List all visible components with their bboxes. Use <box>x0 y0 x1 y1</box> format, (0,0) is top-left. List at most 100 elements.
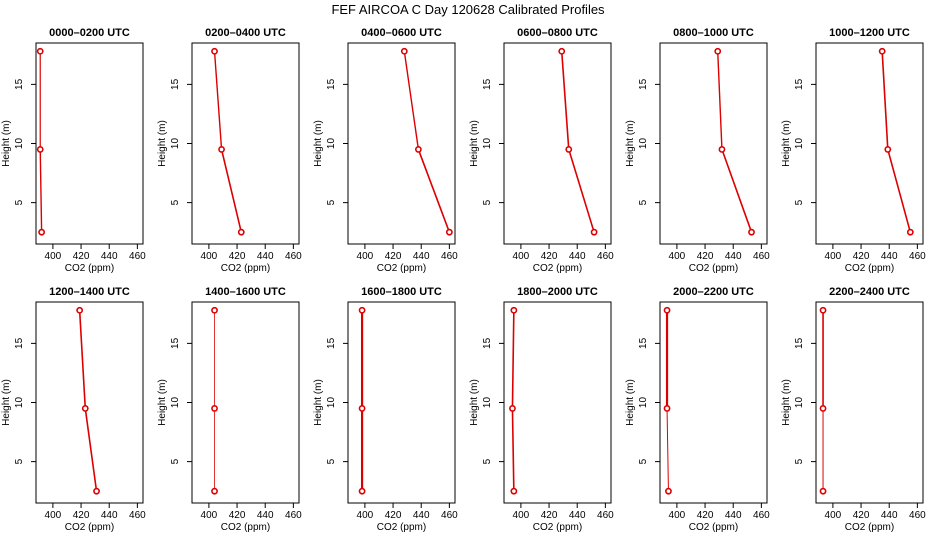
profile-panel: 1600–1800 UTC 400 420 440 460 CO2 (ppm) 5 10 15 H… <box>313 286 458 533</box>
y-tick-label: 5 <box>482 458 493 464</box>
profile-segment <box>511 408 515 492</box>
profile-segment <box>39 149 43 233</box>
x-axis-label: CO2 (ppm) <box>221 522 270 533</box>
profile-panel: 0200–0400 UTC 400 420 440 460 CO2 (ppm) 5 10 15 H… <box>157 27 302 274</box>
y-tick-label: 15 <box>14 337 25 349</box>
x-tick-label: 420 <box>73 510 90 521</box>
x-tick-label: 460 <box>285 251 302 262</box>
x-axis-label: CO2 (ppm) <box>689 263 738 274</box>
x-tick-label: 420 <box>697 251 714 262</box>
data-point <box>218 146 225 153</box>
x-tick-label: 420 <box>853 251 870 262</box>
x-axis-label: CO2 (ppm) <box>221 263 270 274</box>
y-tick-label: 15 <box>638 337 649 349</box>
data-point <box>237 228 245 236</box>
profile-panel: 0600–0800 UTC 400 420 440 460 CO2 (ppm) 5 10 15 H… <box>469 27 614 274</box>
x-tick-label: 440 <box>101 251 118 262</box>
data-point <box>414 146 422 153</box>
x-axis-label: CO2 (ppm) <box>533 522 582 533</box>
x-tick-label: 400 <box>513 251 530 262</box>
x-tick-label: 420 <box>229 510 246 521</box>
profile-segment <box>567 149 595 233</box>
panel-title: 1000–1200 UTC <box>829 27 910 39</box>
data-point <box>819 487 827 495</box>
data-point <box>76 306 84 314</box>
data-point <box>510 487 518 495</box>
y-tick-label: 5 <box>170 458 181 464</box>
profile-segment <box>417 149 451 233</box>
profile-segment <box>78 310 87 409</box>
y-tick-label: 5 <box>482 199 493 205</box>
x-tick-label: 420 <box>697 510 714 521</box>
plot-frame <box>35 42 144 245</box>
data-point <box>884 146 892 153</box>
x-tick-label: 420 <box>385 251 402 262</box>
profile-segment <box>403 51 420 150</box>
y-axis-label: Height (m) <box>469 120 480 167</box>
data-point <box>509 405 516 412</box>
data-point <box>211 306 218 314</box>
y-tick-label: 5 <box>14 458 25 464</box>
data-point <box>400 47 408 55</box>
y-tick-label: 10 <box>638 138 649 150</box>
x-axis-label: CO2 (ppm) <box>377 522 426 533</box>
plot-frame <box>191 42 300 245</box>
plot-frame <box>659 301 768 504</box>
panel-title: 1400–1600 UTC <box>205 286 286 298</box>
x-tick-label: 460 <box>753 251 770 262</box>
data-point <box>714 47 722 55</box>
x-tick-label: 440 <box>881 251 898 262</box>
profile-segment <box>560 51 570 150</box>
x-tick-label: 420 <box>229 251 246 262</box>
x-tick-label: 420 <box>73 251 90 262</box>
data-point <box>211 487 218 495</box>
data-point <box>358 487 366 495</box>
data-point <box>663 306 671 314</box>
figure-title: FEF AIRCOA C Day 120628 Calibrated Profi… <box>331 2 605 17</box>
x-tick-label: 460 <box>597 510 614 521</box>
data-point <box>211 405 218 412</box>
profile-panel: 0000–0200 UTC 400 420 440 460 CO2 (ppm) 5 10 15 H… <box>1 27 146 274</box>
y-axis-label: Height (m) <box>625 120 636 167</box>
y-tick-label: 15 <box>170 78 181 90</box>
y-tick-label: 15 <box>326 337 337 349</box>
profile-segment <box>887 149 912 233</box>
y-axis-label: Height (m) <box>157 120 168 167</box>
y-tick-label: 5 <box>794 199 805 205</box>
y-tick-label: 10 <box>794 138 805 150</box>
y-tick-label: 5 <box>326 199 337 205</box>
data-point <box>906 228 914 236</box>
y-tick-label: 10 <box>482 397 493 409</box>
x-tick-label: 440 <box>101 510 118 521</box>
profile-segment <box>84 408 98 492</box>
y-tick-label: 10 <box>482 138 493 150</box>
x-tick-label: 420 <box>541 251 558 262</box>
profile-panel: 1200–1400 UTC 400 420 440 460 CO2 (ppm) 5 10 15 H… <box>1 286 146 533</box>
plot-frame <box>503 301 612 504</box>
x-tick-label: 440 <box>725 251 742 262</box>
data-point <box>878 47 886 55</box>
profile-panel: 1800–2000 UTC 400 420 440 460 CO2 (ppm) 5 10 15 H… <box>469 286 614 533</box>
plot-frame <box>347 301 456 504</box>
y-tick-label: 5 <box>170 199 181 205</box>
panel-title: 0400–0600 UTC <box>361 27 442 39</box>
x-tick-label: 400 <box>825 251 842 262</box>
panel-title: 1600–1800 UTC <box>361 286 442 298</box>
x-axis-label: CO2 (ppm) <box>65 263 114 274</box>
data-point <box>36 47 44 55</box>
data-point <box>358 405 366 412</box>
data-point <box>819 405 827 412</box>
panel-title: 1200–1400 UTC <box>49 286 130 298</box>
y-tick-label: 5 <box>794 458 805 464</box>
y-tick-label: 5 <box>638 458 649 464</box>
profile-segment <box>220 149 243 233</box>
plot-frame <box>815 301 924 504</box>
x-tick-label: 440 <box>725 510 742 521</box>
y-axis-label: Height (m) <box>313 379 324 426</box>
x-tick-label: 400 <box>45 510 62 521</box>
profile-panel: 0800–1000 UTC 400 420 440 460 CO2 (ppm) 5 10 15 H… <box>625 27 770 274</box>
profile-panel: 1000–1200 UTC 400 420 440 460 CO2 (ppm) 5 10 15 H… <box>781 27 926 274</box>
x-tick-label: 400 <box>669 510 686 521</box>
x-tick-label: 460 <box>753 510 770 521</box>
x-tick-label: 400 <box>357 510 374 521</box>
